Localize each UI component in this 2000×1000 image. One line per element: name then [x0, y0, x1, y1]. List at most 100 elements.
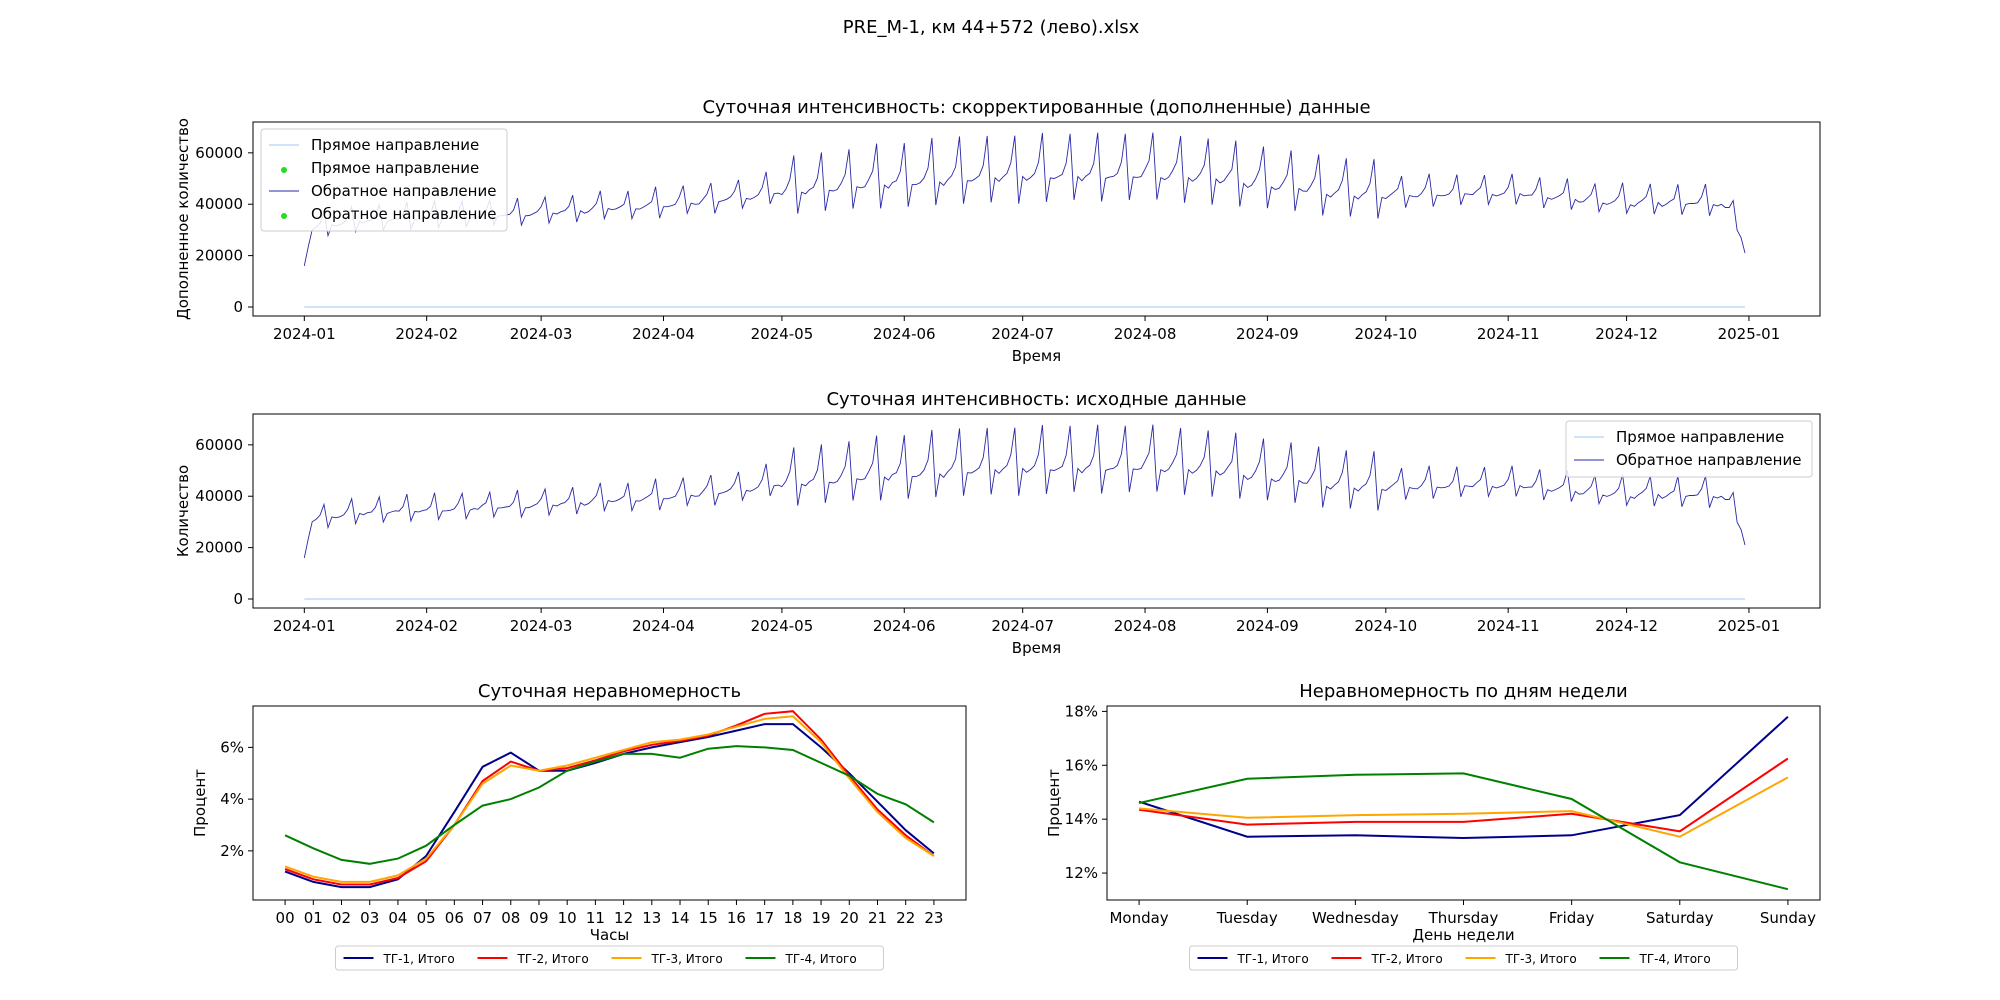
- series-line-reverse: [303, 424, 1746, 558]
- x-tick-label: 2024-12: [1595, 617, 1658, 635]
- series-line-tg4: [284, 745, 935, 865]
- plot-frame: [252, 705, 967, 901]
- x-tick-label: 2024-09: [1236, 617, 1299, 635]
- x-tick-label: 2024-05: [751, 617, 814, 635]
- legend-label: Обратное направление: [311, 182, 496, 200]
- x-tick-label: 14: [670, 909, 689, 927]
- series-line-tg1: [284, 723, 935, 889]
- x-tick-label: 2024-08: [1114, 325, 1177, 343]
- figure-title: PRE_M-1, км 44+572 (лево).xlsx: [843, 17, 1140, 38]
- x-tick-label: 12: [614, 909, 633, 927]
- x-tick-label: 19: [812, 909, 831, 927]
- x-tick-label: 2024-02: [395, 617, 458, 635]
- x-axis-label: День недели: [1412, 926, 1514, 944]
- legend-label: Обратное направление: [311, 205, 496, 223]
- x-tick-label: 20: [840, 909, 859, 927]
- legend-label: ТГ-4, Итого: [1639, 952, 1711, 966]
- x-tick-label: 23: [924, 909, 943, 927]
- x-tick-label: 2024-04: [632, 617, 695, 635]
- x-tick-label: 2024-02: [395, 325, 458, 343]
- x-tick-label: 2024-11: [1477, 325, 1540, 343]
- legend-label: ТГ-3, Итого: [651, 952, 723, 966]
- x-tick-label: Sunday: [1760, 909, 1816, 927]
- y-tick-label: 20000: [195, 539, 243, 557]
- chart-title: Суточная интенсивность: скорректированны…: [702, 97, 1370, 118]
- x-tick-label: 2025-01: [1718, 617, 1781, 635]
- x-tick-label: 21: [868, 909, 887, 927]
- y-tick-label: 0: [233, 298, 243, 316]
- legend-label: Прямое направление: [311, 136, 479, 154]
- y-tick-label: 60000: [195, 436, 243, 454]
- x-tick-label: 2025-01: [1718, 325, 1781, 343]
- chart-daily-raw: Суточная интенсивность: исходные данные 2…: [174, 389, 1821, 657]
- x-tick-label: 10: [558, 909, 577, 927]
- x-tick-label: 09: [529, 909, 548, 927]
- y-axis-label: Процент: [191, 769, 209, 837]
- x-tick-label: 2024-11: [1477, 617, 1540, 635]
- x-tick-label: 2024-10: [1354, 325, 1417, 343]
- x-tick-label: 2024-07: [991, 325, 1054, 343]
- x-tick-label: 18: [783, 909, 802, 927]
- x-tick-label: 2024-03: [510, 325, 573, 343]
- x-tick-label: 2024-06: [873, 617, 936, 635]
- y-tick-label: 2%: [220, 842, 244, 860]
- chart-title: Суточная неравномерность: [478, 681, 741, 702]
- chart-title: Суточная интенсивность: исходные данные: [826, 389, 1246, 410]
- series-line-tg2: [284, 710, 935, 886]
- y-axis-label: Процент: [1045, 769, 1063, 837]
- x-tick-label: 11: [586, 909, 605, 927]
- chart-daily-corrected: Суточная интенсивность: скорректированны…: [174, 97, 1821, 365]
- series-line-reverse: [303, 132, 1746, 266]
- chart-title: Неравномерность по дням недели: [1299, 681, 1627, 702]
- legend-label: ТГ-2, Итого: [1371, 952, 1443, 966]
- chart-hourly-unevenness: Суточная неравномерность 00 01 02 03 04 05 06 07…: [191, 681, 967, 971]
- y-tick-label: 4%: [220, 790, 244, 808]
- y-tick-label: 40000: [195, 487, 243, 505]
- legend-label: ТГ-3, Итого: [1505, 952, 1577, 966]
- y-tick-label: 16%: [1065, 756, 1098, 774]
- x-tick-label: 2024-09: [1236, 325, 1299, 343]
- legend-swatch-marker: [281, 167, 287, 173]
- x-axis-label: Часы: [590, 926, 630, 944]
- y-tick-label: 12%: [1065, 864, 1098, 882]
- y-axis-label: Дополненное количество: [174, 118, 192, 320]
- x-tick-label: 13: [642, 909, 661, 927]
- x-tick-label: 2024-07: [991, 617, 1054, 635]
- x-axis-label: Время: [1012, 347, 1061, 365]
- x-tick-label: 2024-04: [632, 325, 695, 343]
- x-tick-label: 2024-05: [751, 325, 814, 343]
- x-tick-label: 2024-10: [1354, 617, 1417, 635]
- x-tick-label: 07: [473, 909, 492, 927]
- x-tick-label: 02: [332, 909, 351, 927]
- x-tick-label: 17: [755, 909, 774, 927]
- series-line-tg3: [1139, 776, 1789, 838]
- x-tick-label: 2024-01: [273, 325, 336, 343]
- legend-box: [260, 128, 508, 232]
- x-axis-label: Время: [1012, 639, 1061, 657]
- plot-frame: [252, 121, 1821, 317]
- legend-box: [1565, 420, 1813, 478]
- y-tick-label: 0: [233, 590, 243, 608]
- x-tick-label: 2024-03: [510, 617, 573, 635]
- y-tick-label: 20000: [195, 247, 243, 265]
- x-tick-label: 01: [304, 909, 323, 927]
- plot-frame: [252, 413, 1821, 609]
- y-tick-label: 40000: [195, 195, 243, 213]
- x-tick-label: 06: [445, 909, 464, 927]
- legend-label: Прямое направление: [1616, 428, 1784, 446]
- series-line-tg4: [1138, 772, 1789, 891]
- x-tick-label: Friday: [1549, 909, 1595, 927]
- x-tick-label: 16: [727, 909, 746, 927]
- x-tick-label: Thursday: [1428, 909, 1499, 927]
- x-tick-label: Wednesday: [1312, 909, 1399, 927]
- series-line-tg1: [1138, 716, 1789, 840]
- x-tick-label: 2024-08: [1114, 617, 1177, 635]
- legend-label: ТГ-4, Итого: [785, 952, 857, 966]
- y-tick-label: 18%: [1065, 702, 1098, 720]
- series-line-tg3: [284, 715, 935, 883]
- x-tick-label: 22: [896, 909, 915, 927]
- legend-label: Обратное направление: [1616, 451, 1801, 469]
- x-tick-label: 08: [501, 909, 520, 927]
- y-tick-label: 60000: [195, 144, 243, 162]
